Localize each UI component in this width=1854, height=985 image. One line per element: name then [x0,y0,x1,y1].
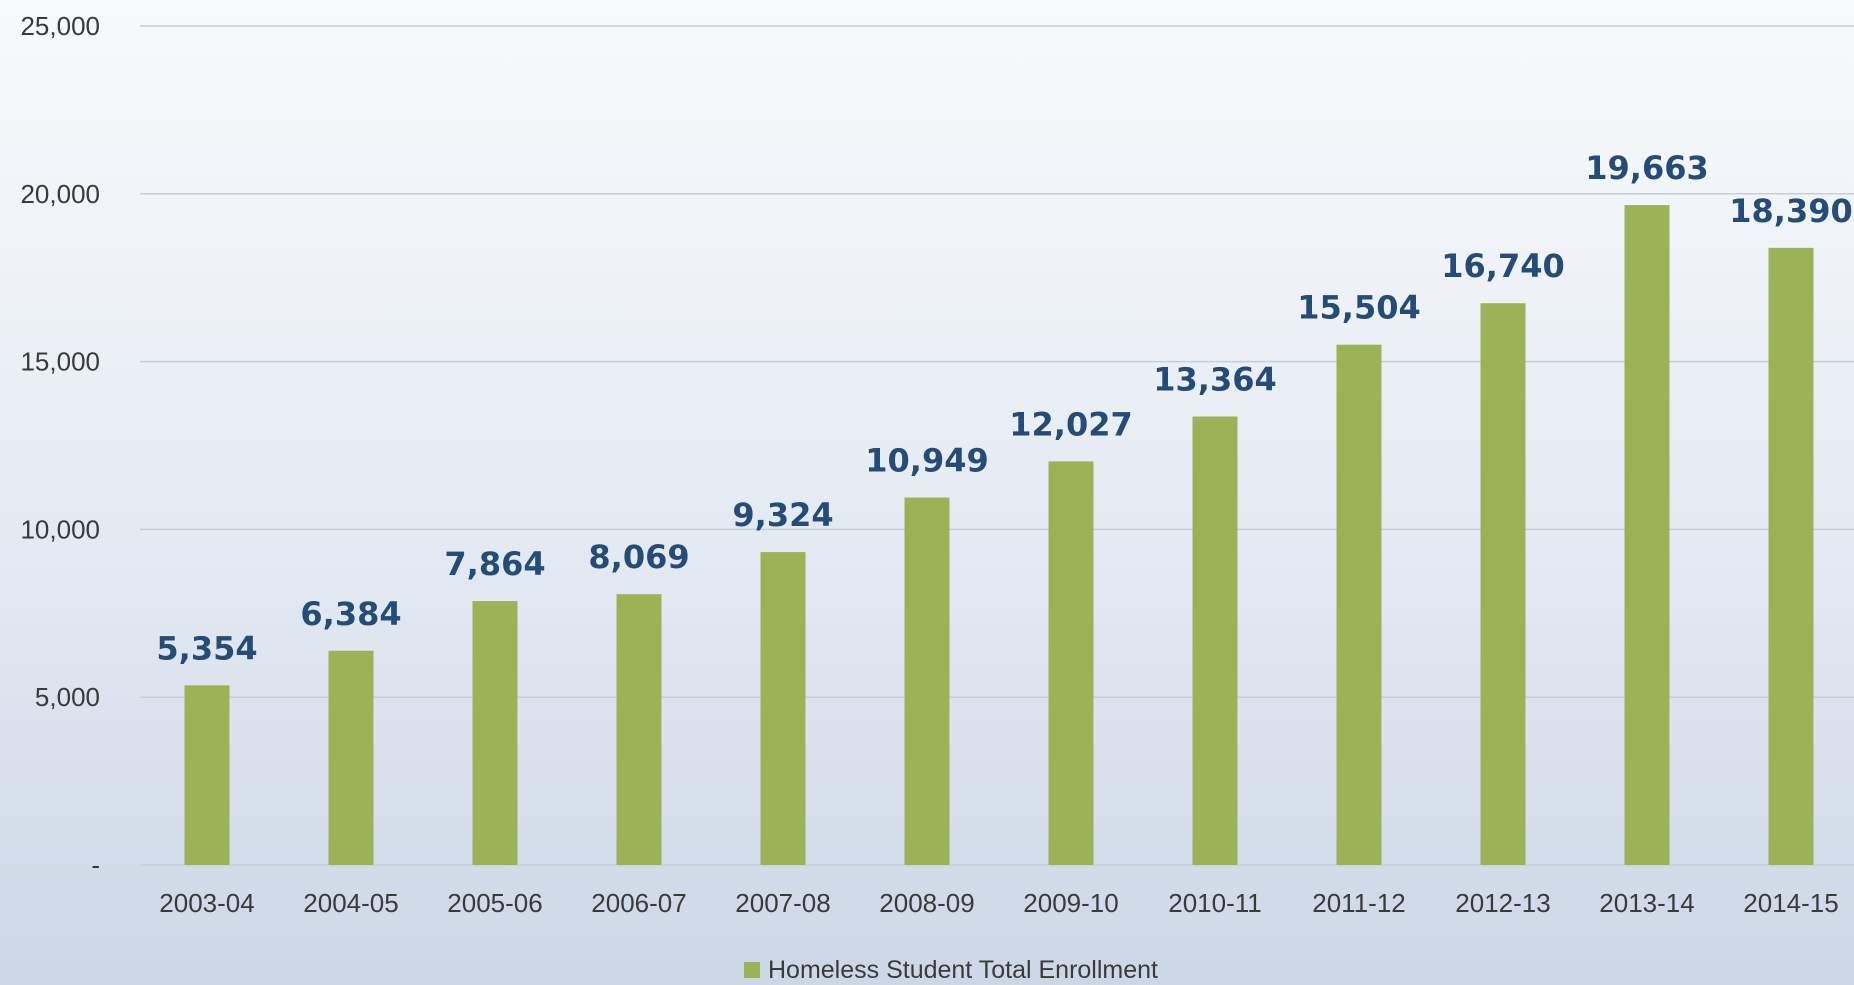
legend-item: Homeless Student Total Enrollment [743,955,1158,985]
x-tick-label: 2013-14 [1599,888,1694,918]
x-tick-label: 2011-12 [1312,888,1406,918]
bar [1048,461,1094,865]
y-tick-label: - [91,850,100,880]
x-tick-label: 2010-11 [1168,888,1262,918]
x-tick-label: 2009-10 [1023,888,1118,918]
data-label: 5,354 [156,629,257,667]
data-label: 18,390 [1729,192,1852,230]
data-label: 15,504 [1297,289,1420,327]
data-label: 6,384 [300,595,401,633]
bar [760,552,806,865]
bar [1336,344,1382,865]
data-label: 13,364 [1153,361,1276,399]
bar [184,685,230,865]
y-tick-label: 5,000 [35,682,100,712]
data-label: 12,027 [1009,405,1132,443]
x-axis-ticks: 2003-04 2004-05 2005-06 2006-07 2007-08 2008-… [159,888,1838,918]
bar [616,594,662,865]
bar [1192,416,1238,865]
bar [1624,205,1670,865]
x-tick-label: 2012-13 [1455,888,1550,918]
bar [1768,247,1814,865]
x-tick-label: 2004-05 [303,888,398,918]
bar [904,497,950,865]
x-tick-label: 2003-04 [159,888,254,918]
bar [472,601,518,865]
x-tick-label: 2008-09 [879,888,974,918]
legend-label: Homeless Student Total Enrollment [767,955,1158,984]
x-tick-label: 2014-15 [1743,888,1838,918]
x-tick-label: 2007-08 [735,888,830,918]
bar [328,650,374,865]
data-label: 8,069 [588,538,689,576]
legend: Homeless Student Total Enrollment [0,955,1854,985]
data-label: 7,864 [444,545,545,583]
gridlines [140,25,1854,866]
x-tick-label: 2005-06 [447,888,542,918]
y-tick-label: 20,000 [20,179,100,209]
data-label: 19,663 [1585,149,1708,187]
data-label: 9,324 [732,496,833,534]
x-tick-label: 2006-07 [591,888,686,918]
y-tick-label: 25,000 [20,11,100,41]
bars [184,205,1814,866]
data-label: 16,740 [1441,247,1564,285]
data-labels: 5,354 6,384 7,864 8,069 9,324 10,949 12,027 13,… [156,149,1852,667]
bar [1480,303,1526,866]
data-label: 10,949 [865,442,988,480]
legend-swatch-icon [743,962,760,978]
y-axis-ticks: - 5,000 10,000 15,000 20,000 25,000 [20,11,100,880]
y-tick-label: 10,000 [20,514,100,544]
y-tick-label: 15,000 [20,347,100,377]
